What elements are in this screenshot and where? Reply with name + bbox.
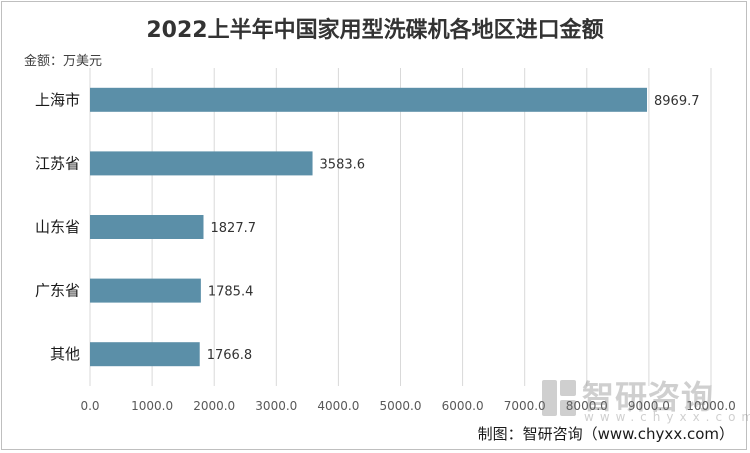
x-tick-label: 10000.0 (686, 399, 736, 413)
x-tick-label: 5000.0 (380, 399, 422, 413)
watermark-logo-icon (542, 380, 576, 416)
x-tick-label: 9000.0 (628, 399, 670, 413)
value-label: 8969.7 (654, 94, 700, 109)
x-tick-label: 1000.0 (131, 399, 173, 413)
category-label: 其他 (50, 345, 80, 363)
value-label: 1785.4 (208, 285, 254, 300)
value-label: 1827.7 (211, 221, 257, 236)
x-tick-label: 3000.0 (255, 399, 297, 413)
bar (90, 278, 201, 303)
watermark-url: www.chyxx.com (584, 410, 750, 424)
bar (90, 342, 200, 367)
watermark: 智研咨询 www.chyxx.com (540, 378, 750, 424)
category-label: 广东省 (35, 282, 80, 300)
category-label: 上海市 (35, 91, 80, 109)
value-label: 3583.6 (320, 157, 366, 172)
x-tick-label: 6000.0 (442, 399, 484, 413)
value-label: 1766.8 (207, 348, 253, 363)
category-label: 山东省 (35, 218, 80, 236)
chart-credit: 制图：智研咨询（www.chyxx.com） (477, 425, 734, 443)
bar (90, 151, 313, 176)
watermark-text: 智研咨询 (582, 378, 715, 416)
x-tick-label: 2000.0 (193, 399, 235, 413)
chart-title: 2022上半年中国家用型洗碟机各地区进口金额 (146, 18, 604, 43)
x-tick-label: 7000.0 (504, 399, 546, 413)
label-layer: 上海市 8969.7 江苏省 3583.6 山东省 1827.7 广东省 1785.4 其他 17… (35, 91, 700, 363)
tick-layer: 0.0 1000.0 2000.0 3000.0 4000.0 5000.0 6000.0 7… (80, 399, 735, 413)
x-tick-label: 4000.0 (317, 399, 359, 413)
bar (90, 87, 648, 112)
x-tick-label: 0.0 (80, 399, 99, 413)
unit-label: 金额：万美元 (24, 54, 103, 69)
bar-layer (90, 87, 648, 367)
bar (90, 215, 204, 239)
x-tick-label: 8000.0 (566, 399, 608, 413)
category-label: 江苏省 (35, 154, 80, 172)
grid-layer (89, 68, 712, 386)
